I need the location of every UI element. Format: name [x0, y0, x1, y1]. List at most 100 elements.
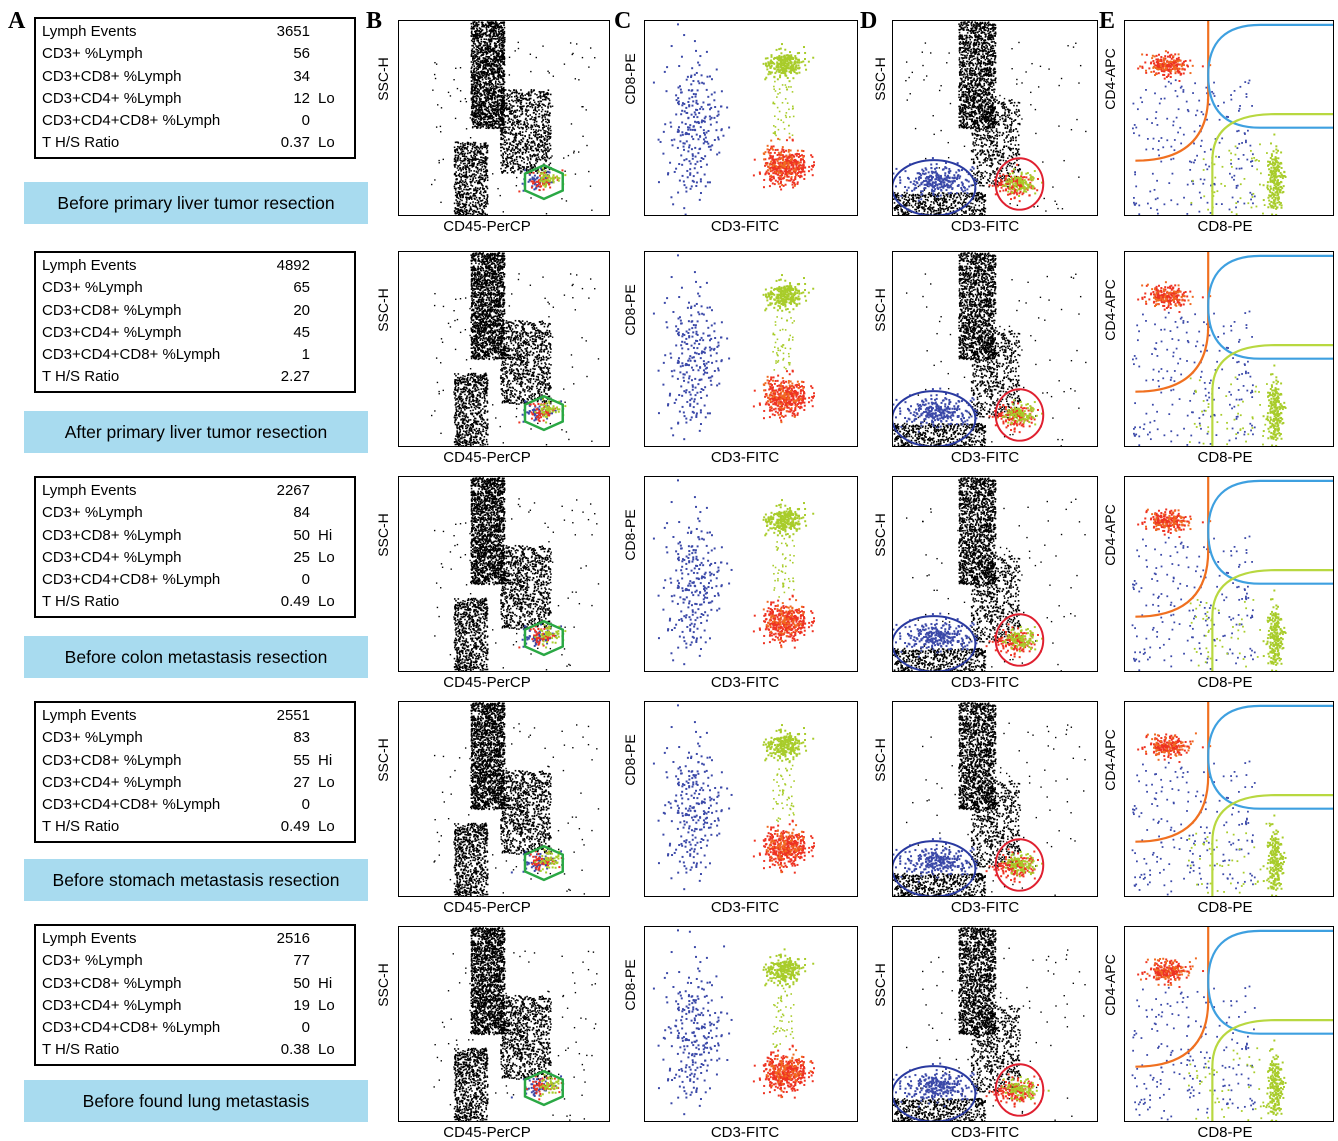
- stat-flag: Lo: [318, 132, 348, 154]
- plot-c: [644, 20, 858, 216]
- cd8-positive-cluster: [763, 724, 815, 771]
- plot-e: [1124, 251, 1334, 447]
- stat-label: CD3+CD4+CD8+ %Lymph: [42, 344, 220, 366]
- y-axis-label: CD8-PE: [622, 53, 638, 104]
- cd4-gate: [1135, 927, 1208, 1067]
- stat-label: Lymph Events: [42, 21, 137, 43]
- plot-e: [1124, 476, 1334, 672]
- x-axis-label: CD8-PE: [1197, 449, 1252, 466]
- stat-label: T H/S Ratio: [42, 132, 119, 154]
- x-axis-label: CD8-PE: [1197, 674, 1252, 691]
- stat-value: 0: [302, 110, 310, 132]
- y-axis-label: CD4-APC: [1102, 954, 1118, 1015]
- cd8-single-positive: [1263, 365, 1287, 446]
- x-axis-label: CD3-FITC: [951, 218, 1019, 235]
- cd4-single-positive: [1137, 284, 1204, 313]
- y-axis-label: CD4-APC: [1102, 504, 1118, 565]
- x-axis-label: CD3-FITC: [951, 899, 1019, 916]
- event-bottom-strip: [893, 1098, 986, 1121]
- stat-label: CD3+CD4+ %Lymph: [42, 772, 182, 794]
- x-axis-label: CD45-PerCP: [443, 674, 531, 691]
- event-lower-left: [454, 141, 489, 215]
- plot-d: [892, 20, 1098, 216]
- stat-flag: Hi: [318, 750, 348, 772]
- stat-value: 65: [293, 277, 310, 299]
- stat-label: CD3+CD8+ %Lymph: [42, 973, 182, 995]
- stat-flag: Hi: [318, 525, 348, 547]
- stat-value: 19: [293, 995, 310, 1017]
- stat-flag: Lo: [318, 816, 348, 838]
- plot-e: [1124, 20, 1334, 216]
- cd4-gate: [1135, 21, 1208, 161]
- mixed-scatter: [1190, 143, 1271, 215]
- cd3-negative-cluster: [653, 929, 733, 1121]
- x-axis-label: CD45-PerCP: [443, 899, 531, 916]
- stat-label: Lymph Events: [42, 705, 137, 727]
- y-axis-label: SSC-H: [872, 963, 888, 1007]
- plot-c: [644, 926, 858, 1122]
- stat-flag: Lo: [318, 88, 348, 110]
- stat-value: 0: [302, 794, 310, 816]
- row-caption: Before primary liver tumor resection: [24, 182, 368, 224]
- stat-value: 1: [302, 344, 310, 366]
- plot-d: [892, 701, 1098, 897]
- y-axis-label: SSC-H: [872, 738, 888, 782]
- stat-value: 77: [293, 950, 310, 972]
- stat-label: CD3+CD4+CD8+ %Lymph: [42, 569, 220, 591]
- x-axis-label: CD8-PE: [1197, 1124, 1252, 1141]
- stat-value: 0.37: [281, 132, 310, 154]
- y-axis-label: CD8-PE: [622, 509, 638, 560]
- x-axis-label: CD8-PE: [1197, 218, 1252, 235]
- double-negative-scatter: [1132, 311, 1256, 446]
- event-diagonal: [500, 320, 552, 405]
- stat-flag: Lo: [318, 995, 348, 1017]
- stat-value: 12: [293, 88, 310, 110]
- stat-label: CD3+ %Lymph: [42, 727, 143, 749]
- stat-label: T H/S Ratio: [42, 366, 119, 388]
- stat-value: 0.49: [281, 591, 310, 613]
- row-caption: After primary liver tumor resection: [24, 411, 368, 453]
- mixed-scatter: [1189, 375, 1268, 445]
- event-diagonal: [500, 89, 552, 174]
- stat-value: 84: [293, 502, 310, 524]
- y-axis-label: SSC-H: [375, 57, 391, 101]
- plot-b: [398, 701, 610, 897]
- stat-value: 0.38: [281, 1039, 310, 1061]
- stat-value: 0: [302, 1017, 310, 1039]
- stat-value: 50: [293, 525, 310, 547]
- cd3-negative-cluster: [653, 704, 733, 896]
- plot-b: [398, 251, 610, 447]
- stat-value: 3651: [277, 21, 310, 43]
- x-axis-label: CD3-FITC: [711, 674, 779, 691]
- stat-label: CD3+CD8+ %Lymph: [42, 750, 182, 772]
- event-diagonal: [500, 770, 552, 855]
- stats-row: CD3+ %Lymph 65: [42, 277, 348, 299]
- stat-label: CD3+ %Lymph: [42, 277, 143, 299]
- double-positive-gate: [1208, 706, 1333, 809]
- stat-value: 56: [293, 43, 310, 65]
- stat-flag: Lo: [318, 1039, 348, 1061]
- stats-row: Lymph Events 3651: [42, 21, 348, 43]
- stat-label: Lymph Events: [42, 255, 137, 277]
- stat-value: 27: [293, 772, 310, 794]
- stat-value: 55: [293, 750, 310, 772]
- stat-label: CD3+ %Lymph: [42, 950, 143, 972]
- stat-label: T H/S Ratio: [42, 816, 119, 838]
- stats-row: CD3+CD4+CD8+ %Lymph 1: [42, 344, 348, 366]
- plot-c: [644, 701, 858, 897]
- x-axis-label: CD8-PE: [1197, 899, 1252, 916]
- plot-e: [1124, 701, 1334, 897]
